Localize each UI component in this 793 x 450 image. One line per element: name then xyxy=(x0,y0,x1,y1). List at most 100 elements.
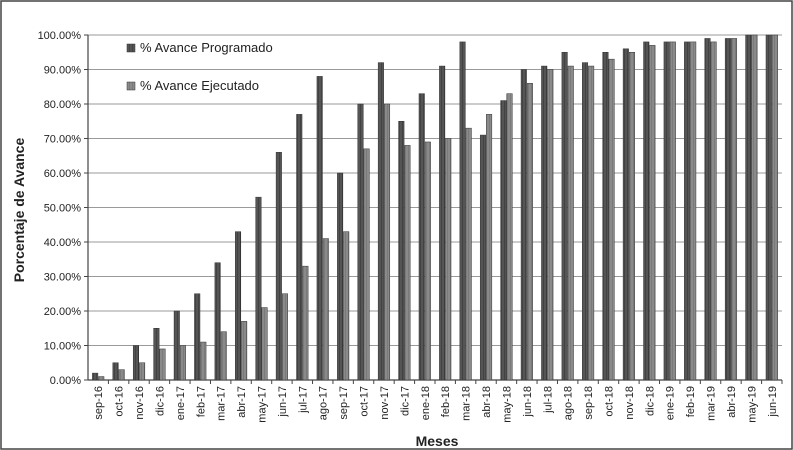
x-tick-label: ago-18 xyxy=(563,386,575,420)
bar-ejecutado xyxy=(506,93,513,381)
bar-ejecutado xyxy=(363,148,370,381)
bar-ejecutado xyxy=(220,331,227,381)
x-tick-label: oct-18 xyxy=(604,386,616,417)
x-tick-label: nov-18 xyxy=(624,386,636,420)
bar-programado xyxy=(92,372,99,381)
bar-programado xyxy=(724,38,731,381)
x-tick-label: sep-16 xyxy=(93,386,105,420)
x-tick-label: jun-17 xyxy=(277,386,289,418)
x-tick-label: oct-17 xyxy=(359,386,371,417)
x-tick-label: dic-17 xyxy=(399,386,411,416)
bar-programado xyxy=(214,262,221,381)
x-tick-label: mar-19 xyxy=(706,386,718,421)
x-tick-label: oct-16 xyxy=(114,386,126,417)
x-tick-label: ene-19 xyxy=(665,386,677,420)
y-tick-label: 50.00% xyxy=(44,203,82,215)
legend-swatch xyxy=(126,81,136,91)
bar-ejecutado xyxy=(608,58,615,381)
bar-ejecutado xyxy=(669,41,676,381)
bar-programado xyxy=(316,76,323,381)
bar-programado xyxy=(235,231,242,381)
bar-programado xyxy=(173,310,180,381)
bar-programado xyxy=(296,114,303,381)
bar-ejecutado xyxy=(751,34,758,381)
x-tick-label: jun-18 xyxy=(522,386,534,418)
bar-programado xyxy=(602,52,609,381)
bar-programado xyxy=(561,52,568,381)
plot-area: 0.00% 10.00% 20.00% 30.00% 40.00% 50.00% 60.00… xyxy=(38,30,783,423)
bar-programado xyxy=(479,134,486,381)
legend-label: % Avance Ejecutado xyxy=(140,78,259,93)
bar-programado xyxy=(194,293,201,381)
bar-programado xyxy=(745,34,752,381)
x-tick-label: feb-18 xyxy=(440,386,452,417)
bar-programado xyxy=(582,62,589,381)
bar-programado xyxy=(275,152,282,381)
legend-label: % Avance Programado xyxy=(140,40,273,55)
x-tick-label: jun-19 xyxy=(767,386,779,418)
x-tick-label: mar-17 xyxy=(216,386,228,421)
x-axis-title: Meses xyxy=(416,433,459,449)
bar-programado xyxy=(398,121,405,381)
bar-programado xyxy=(663,41,670,381)
bar-programado xyxy=(765,34,772,381)
bar-ejecutado xyxy=(588,65,595,381)
bar-ejecutado xyxy=(486,114,493,381)
x-tick-label: sep-17 xyxy=(338,386,350,420)
x-tick-label: ago-17 xyxy=(318,386,330,420)
bar-ejecutado xyxy=(690,41,697,381)
bar-programado xyxy=(255,196,262,381)
legend-swatch xyxy=(126,43,136,53)
bar-ejecutado xyxy=(302,265,309,381)
bar-ejecutado xyxy=(628,52,635,381)
x-tick-label: abr-19 xyxy=(726,386,738,418)
bar-ejecutado xyxy=(241,321,248,381)
bar-ejecutado xyxy=(343,231,350,381)
y-tick-label: 70.00% xyxy=(44,134,82,146)
bar-ejecutado xyxy=(139,362,146,381)
bar-programado xyxy=(153,328,160,381)
bar-ejecutado xyxy=(710,41,717,381)
bar-programado xyxy=(459,41,466,381)
bar-programado xyxy=(684,41,691,381)
bar-ejecutado xyxy=(322,238,329,381)
x-tick-label: may-19 xyxy=(746,386,758,423)
bar-programado xyxy=(357,103,364,381)
x-tick-label: jul-18 xyxy=(542,386,554,414)
bar-ejecutado xyxy=(649,45,656,381)
bar-ejecutado xyxy=(384,103,391,381)
bar-programado xyxy=(541,65,548,381)
bar-programado xyxy=(132,345,139,381)
bar-programado xyxy=(643,41,650,381)
y-tick-label: 30.00% xyxy=(44,272,82,284)
x-tick-label: feb-19 xyxy=(685,386,697,417)
bar-ejecutado xyxy=(445,138,452,381)
bar-ejecutado xyxy=(465,127,472,381)
y-tick-label: 10.00% xyxy=(44,341,82,353)
bar-programado xyxy=(418,93,425,381)
bar-programado xyxy=(377,62,384,381)
x-tick-label: dic-18 xyxy=(644,386,656,416)
bar-programado xyxy=(337,172,344,381)
bar-ejecutado xyxy=(179,345,186,381)
bar-programado xyxy=(500,100,507,381)
x-tick-label: nov-17 xyxy=(379,386,391,420)
y-tick-label: 60.00% xyxy=(44,168,82,180)
bar-programado xyxy=(520,69,527,381)
y-tick-label: 40.00% xyxy=(44,237,82,249)
bar-programado xyxy=(622,48,629,381)
x-tick-label: abr-18 xyxy=(481,386,493,418)
x-tick-label: abr-17 xyxy=(236,386,248,418)
x-tick-label: feb-17 xyxy=(195,386,207,417)
y-tick-label: 90.00% xyxy=(44,65,82,77)
y-tick-label: 100.00% xyxy=(38,30,82,42)
bar-ejecutado xyxy=(731,38,738,381)
x-tick-label: nov-16 xyxy=(134,386,146,420)
y-tick-label: 80.00% xyxy=(44,99,82,111)
bar-ejecutado xyxy=(200,341,207,381)
x-tick-label: may-18 xyxy=(501,386,513,423)
bar-ejecutado xyxy=(281,293,288,381)
y-axis-title: Porcentaje de Avance xyxy=(11,138,27,283)
bar-ejecutado xyxy=(547,69,554,381)
